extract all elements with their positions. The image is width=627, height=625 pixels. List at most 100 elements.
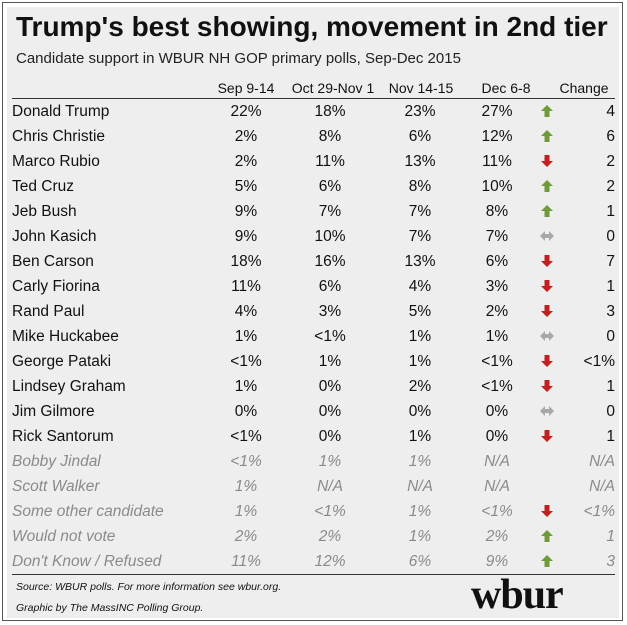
- poll-value: 2%: [318, 527, 342, 545]
- change-value: 0: [606, 227, 615, 245]
- poll-value: 10%: [314, 227, 346, 245]
- poll-value: 7%: [408, 202, 432, 220]
- wbur-logo: wbur: [471, 572, 564, 618]
- poll-value: 0%: [318, 427, 342, 445]
- poll-value: 1%: [318, 352, 342, 370]
- poll-value: 6%: [408, 552, 432, 570]
- poll-value: 7%: [408, 227, 432, 245]
- poll-value: 9%: [234, 227, 258, 245]
- change-direction: [533, 549, 561, 574]
- change-value: 4: [606, 102, 615, 120]
- change-value: 1: [606, 427, 615, 445]
- candidate-name: Would not vote: [12, 527, 116, 545]
- table-row: Rick Santorum <1% 0% 1% 0% 1: [12, 424, 615, 449]
- poll-value: N/A: [484, 477, 510, 495]
- arrow-down-icon: [541, 380, 553, 393]
- poll-value: 13%: [404, 252, 436, 270]
- candidate-name: Scott Walker: [12, 477, 100, 495]
- source-note: Source: WBUR polls. For more information…: [16, 581, 282, 593]
- poll-value: 1%: [408, 327, 432, 345]
- arrow-down-icon: [541, 255, 553, 268]
- change-value: 1: [606, 202, 615, 220]
- change-direction: [533, 199, 561, 224]
- change-value: 1: [606, 527, 615, 545]
- poll-value: 18%: [314, 102, 346, 120]
- poll-value: 0%: [318, 377, 342, 395]
- table-row: Jim Gilmore 0% 0% 0% 0% 0: [12, 399, 615, 424]
- poll-value: 2%: [234, 152, 258, 170]
- poll-value: 9%: [234, 202, 258, 220]
- poll-value: 12%: [481, 127, 513, 145]
- change-direction: [533, 324, 561, 349]
- poll-value: 0%: [485, 427, 509, 445]
- change-value: 3: [606, 552, 615, 570]
- poll-value: 7%: [485, 227, 509, 245]
- change-direction: [533, 124, 561, 149]
- candidate-name: Ben Carson: [12, 252, 94, 270]
- column-header-oct: Oct 29-Nov 1: [291, 80, 375, 96]
- poll-value: 16%: [314, 252, 346, 270]
- candidate-name: George Pataki: [12, 352, 112, 370]
- table-row: Rand Paul 4% 3% 5% 2% 3: [12, 299, 615, 324]
- poll-value: 1%: [234, 502, 258, 520]
- page-title: Trump's best showing, movement in 2nd ti…: [16, 11, 608, 42]
- arrow-down-icon: [541, 305, 553, 318]
- table-row: Jeb Bush 9% 7% 7% 8% 1: [12, 199, 615, 224]
- poll-value: 13%: [404, 152, 436, 170]
- candidate-name: Jim Gilmore: [12, 402, 95, 420]
- poll-value: 1%: [318, 452, 342, 470]
- table-row: George Pataki <1% 1% 1% <1% <1%: [12, 349, 615, 374]
- change-direction: [533, 349, 561, 374]
- poll-value: 9%: [485, 552, 509, 570]
- arrow-down-icon: [541, 280, 553, 293]
- candidate-name: Bobby Jindal: [12, 452, 101, 470]
- table-row: Ben Carson 18% 16% 13% 6% 7: [12, 249, 615, 274]
- poll-value: 8%: [408, 177, 432, 195]
- footer-rule: [12, 574, 615, 575]
- table-row: Would not vote 2% 2% 1% 2% 1: [12, 524, 615, 549]
- table-row: Scott Walker 1% N/A N/A N/A N/A: [12, 474, 615, 499]
- table-row: Marco Rubio 2% 11% 13% 11% 2: [12, 149, 615, 174]
- change-value: <1%: [583, 502, 615, 520]
- candidate-name: Some other candidate: [12, 502, 164, 520]
- table-row: Mike Huckabee 1% <1% 1% 1% 0: [12, 324, 615, 349]
- graphic-panel: [7, 7, 619, 618]
- poll-value: <1%: [230, 452, 262, 470]
- poll-value: 2%: [485, 302, 509, 320]
- poll-value: 23%: [404, 102, 436, 120]
- candidate-name: Donald Trump: [12, 102, 110, 120]
- column-header-change: Change: [559, 80, 609, 96]
- candidate-name: Lindsey Graham: [12, 377, 126, 395]
- table-row: John Kasich 9% 10% 7% 7% 0: [12, 224, 615, 249]
- poll-value: 10%: [481, 177, 513, 195]
- poll-value: <1%: [230, 352, 262, 370]
- poll-value: 1%: [234, 377, 258, 395]
- poll-value: 1%: [408, 452, 432, 470]
- table-row: Chris Christie 2% 8% 6% 12% 6: [12, 124, 615, 149]
- poll-value: 1%: [408, 427, 432, 445]
- poll-value: 6%: [408, 127, 432, 145]
- table-row: Bobby Jindal <1% 1% 1% N/A N/A: [12, 449, 615, 474]
- arrow-up-icon: [541, 105, 553, 118]
- column-header-sep: Sep 9-14: [217, 80, 275, 96]
- change-value: 2: [606, 177, 615, 195]
- poll-value: 11%: [315, 152, 345, 170]
- table-row: Donald Trump 22% 18% 23% 27% 4: [12, 99, 615, 124]
- candidate-name: Mike Huckabee: [12, 327, 119, 345]
- poll-value: 8%: [318, 127, 342, 145]
- poll-value: 11%: [482, 152, 512, 170]
- poll-value: 1%: [234, 327, 258, 345]
- change-value: N/A: [589, 477, 615, 495]
- arrow-left-right-icon: [540, 406, 554, 417]
- poll-value: <1%: [481, 377, 513, 395]
- poll-value: 4%: [408, 277, 432, 295]
- change-direction: [533, 149, 561, 174]
- change-value: 6: [606, 127, 615, 145]
- poll-value: 1%: [408, 352, 432, 370]
- candidate-name: John Kasich: [12, 227, 97, 245]
- table-row: Lindsey Graham 1% 0% 2% <1% 1: [12, 374, 615, 399]
- poll-value: 8%: [485, 202, 509, 220]
- candidate-name: Rand Paul: [12, 302, 85, 320]
- column-header-dec: Dec 6-8: [481, 80, 531, 96]
- poll-value: 1%: [485, 327, 509, 345]
